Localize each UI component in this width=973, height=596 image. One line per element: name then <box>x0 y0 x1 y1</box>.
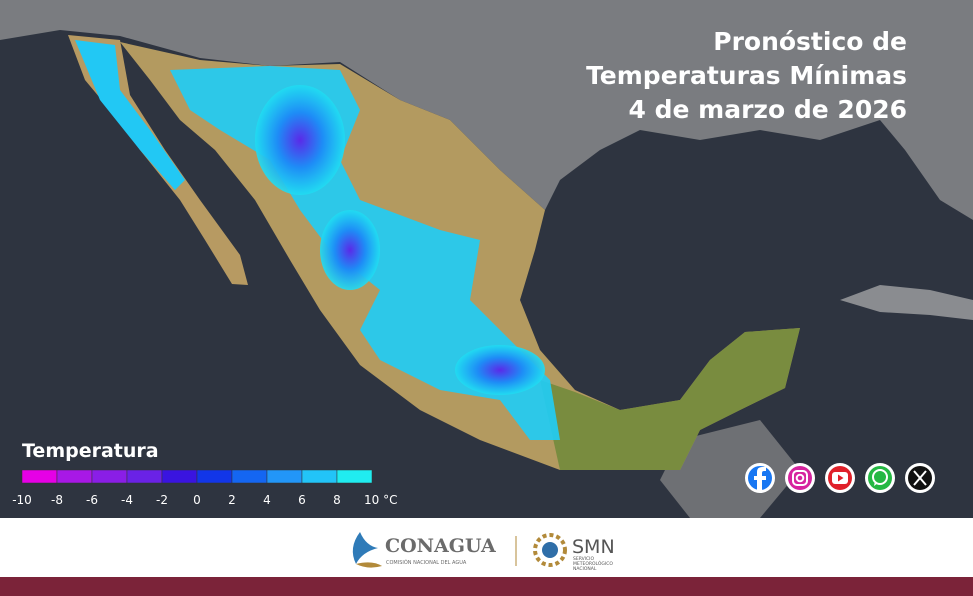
conagua-logo-wave <box>356 562 382 568</box>
footer <box>0 518 973 577</box>
title-line: Temperaturas Mínimas <box>586 61 907 90</box>
legend-tick-label: -4 <box>121 493 133 507</box>
legend-swatch <box>56 469 93 484</box>
legend-tick-label: -2 <box>156 493 168 507</box>
smn-name: SMN <box>572 536 615 558</box>
legend-tick-label: 4 <box>263 493 271 507</box>
title-line: Pronóstico de <box>713 27 907 56</box>
legend-swatch <box>21 469 58 484</box>
usa-land <box>0 0 973 220</box>
conagua-logo <box>352 532 378 564</box>
legend-swatch <box>196 469 233 484</box>
cold-baja <box>75 40 185 190</box>
youtube-icon[interactable] <box>825 463 855 493</box>
legend-tick-label: -6 <box>86 493 98 507</box>
legend-swatch <box>301 469 338 484</box>
legend-swatch <box>266 469 303 484</box>
smn-subtitle: METEOROLÓGICO <box>573 560 613 567</box>
legend-swatch <box>161 469 198 484</box>
legend-tick-label: 8 <box>333 493 341 507</box>
instagram-icon[interactable] <box>785 463 815 493</box>
central-america-land <box>660 420 800 518</box>
smn-logo-core <box>542 542 558 558</box>
legend-swatch <box>336 469 373 484</box>
whatsapp-icon[interactable] <box>865 463 895 493</box>
cuba-land <box>840 285 973 320</box>
legend-swatch <box>91 469 128 484</box>
conagua-subtitle: COMISIÓN NACIONAL DEL AGUA <box>386 559 467 566</box>
legend-swatch <box>231 469 268 484</box>
smn-logo <box>533 533 567 567</box>
legend-tick-label: -10 <box>12 493 32 507</box>
legend: -10 -8 -6 -4 -2 0 2 4 6 8 10 °C <box>12 469 397 507</box>
smn-subtitle: SERVICIO <box>573 556 594 562</box>
facebook-icon[interactable] <box>745 463 775 493</box>
cold-core-center <box>320 210 380 290</box>
legend-title: Temperatura <box>22 440 159 462</box>
legend-tick-label: 10 °C <box>364 493 397 507</box>
legend-swatch <box>126 469 163 484</box>
legend-tick-label: 2 <box>228 493 236 507</box>
southeast-region <box>540 328 800 470</box>
social-icons <box>745 463 935 493</box>
footer-band <box>0 577 973 596</box>
title-line: 4 de marzo de 2026 <box>629 95 907 124</box>
conagua-name: CONAGUA <box>385 535 496 557</box>
legend-tick-label: 0 <box>193 493 201 507</box>
cold-core-north <box>255 85 345 195</box>
cold-core-south <box>455 345 545 395</box>
legend-tick-label: 6 <box>298 493 306 507</box>
x-icon[interactable] <box>905 463 935 493</box>
legend-tick-label: -8 <box>51 493 63 507</box>
smn-subtitle: NACIONAL <box>573 566 597 572</box>
